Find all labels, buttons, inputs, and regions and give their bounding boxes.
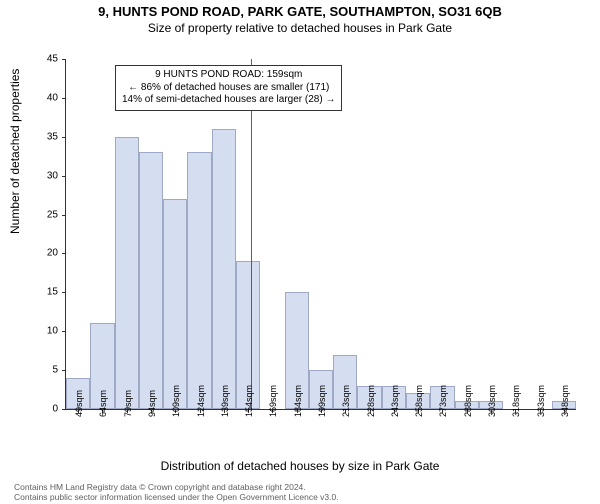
x-axis-label: Distribution of detached houses by size … xyxy=(0,459,600,473)
y-tick-label: 30 xyxy=(28,170,58,181)
y-tick-label: 45 xyxy=(28,54,58,65)
histogram-bar xyxy=(212,129,236,409)
y-tick-mark xyxy=(62,59,66,60)
y-tick-label: 20 xyxy=(28,248,58,259)
footer-line-2: Contains public sector information licen… xyxy=(14,492,339,502)
y-tick-mark xyxy=(62,176,66,177)
y-tick-label: 10 xyxy=(28,326,58,337)
histogram-bar xyxy=(139,152,163,409)
y-tick-label: 5 xyxy=(28,365,58,376)
y-tick-mark xyxy=(62,137,66,138)
y-axis-label: Number of detached properties xyxy=(8,69,22,234)
y-tick-mark xyxy=(62,215,66,216)
histogram-bar xyxy=(187,152,211,409)
annotation-line-2: ← 86% of detached houses are smaller (17… xyxy=(122,82,335,95)
reference-line xyxy=(251,59,253,409)
histogram-bar xyxy=(115,137,139,409)
y-tick-label: 35 xyxy=(28,131,58,142)
annotation-box: 9 HUNTS POND ROAD: 159sqm ← 86% of detac… xyxy=(115,65,342,111)
y-tick-label: 40 xyxy=(28,92,58,103)
y-tick-mark xyxy=(62,331,66,332)
y-tick-mark xyxy=(62,253,66,254)
annotation-line-1: 9 HUNTS POND ROAD: 159sqm xyxy=(122,69,335,82)
y-tick-mark xyxy=(62,292,66,293)
y-tick-mark xyxy=(62,370,66,371)
y-tick-label: 0 xyxy=(28,404,58,415)
y-tick-mark xyxy=(62,409,66,410)
footer-line-1: Contains HM Land Registry data © Crown c… xyxy=(14,482,339,492)
chart-area: 9 HUNTS POND ROAD: 159sqm ← 86% of detac… xyxy=(65,59,575,409)
page-title: 9, HUNTS POND ROAD, PARK GATE, SOUTHAMPT… xyxy=(0,4,600,19)
y-tick-label: 25 xyxy=(28,209,58,220)
footer-attribution: Contains HM Land Registry data © Crown c… xyxy=(14,482,339,502)
plot-region xyxy=(65,59,576,410)
y-tick-label: 15 xyxy=(28,287,58,298)
y-tick-mark xyxy=(62,98,66,99)
annotation-line-3: 14% of semi-detached houses are larger (… xyxy=(122,94,335,107)
histogram-bar xyxy=(163,199,187,409)
page-subtitle: Size of property relative to detached ho… xyxy=(0,21,600,35)
